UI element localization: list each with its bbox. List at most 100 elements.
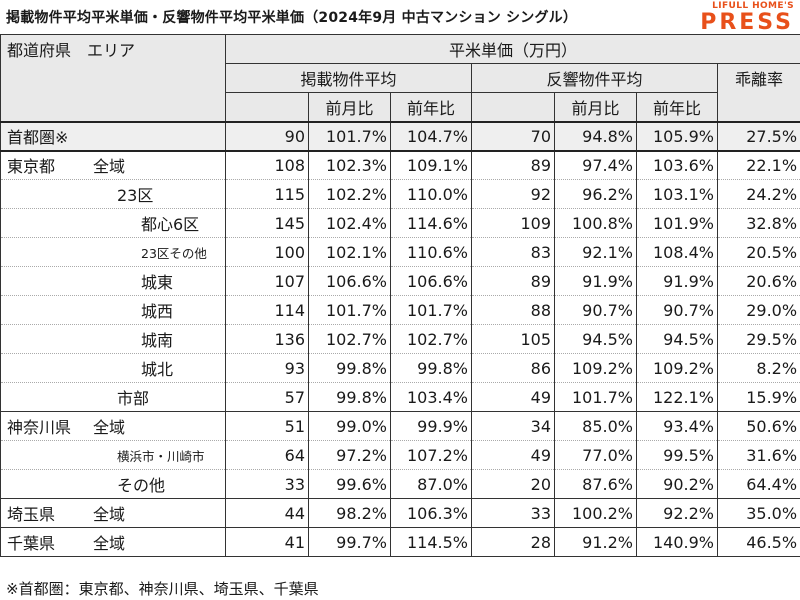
listing-price-cell: 136 — [225, 324, 309, 354]
divergence-rate-cell: 64.4% — [716, 469, 800, 499]
listing-price-cell: 100 — [225, 237, 309, 267]
divergence-rate-cell: 35.0% — [716, 498, 800, 528]
listing-mom-cell: 101.7% — [308, 120, 391, 152]
listing-price-cell: 90 — [225, 120, 309, 152]
listing-price-cell: 145 — [225, 208, 309, 238]
listing-mom-header: 前月比 — [308, 92, 391, 122]
listing-mom-cell: 98.2% — [308, 498, 391, 528]
response-mom-cell: 109.2% — [554, 353, 637, 383]
table-row: 横浜市・川崎市 64 97.2% 107.2% 49 77.0% 99.5% 31.6% — [0, 440, 800, 470]
region-cell: 23区その他 — [0, 237, 226, 267]
listing-yoy-cell: 106.6% — [390, 266, 472, 296]
region-cell: 城南 — [0, 324, 226, 354]
header-row-1: 都道府県 エリア 平米単価（万円） — [0, 34, 800, 122]
response-mom-cell: 94.5% — [554, 324, 637, 354]
listing-yoy-cell: 104.7% — [390, 120, 472, 152]
prefecture-name: 首都圏※ — [7, 128, 69, 147]
listing-price-cell: 114 — [225, 295, 309, 325]
table-row: その他 33 99.6% 87.0% 20 87.6% 90.2% 64.4% — [0, 469, 800, 499]
listing-price-cell: 57 — [225, 382, 309, 412]
listing-yoy-cell: 103.4% — [390, 382, 472, 412]
response-yoy-cell: 90.7% — [636, 295, 718, 325]
listing-mom-cell: 102.3% — [308, 150, 391, 180]
table-row: 城西 114 101.7% 101.7% 88 90.7% 90.7% 29.0% — [0, 295, 800, 325]
listing-yoy-cell: 101.7% — [390, 295, 472, 325]
listing-price-cell: 33 — [225, 469, 309, 499]
area-name: 横浜市・川崎市 — [117, 448, 205, 464]
listing-mom-cell: 106.6% — [308, 266, 391, 296]
area-name: 全域 — [93, 534, 126, 553]
area-name: 城東 — [141, 273, 174, 292]
area-name: 全域 — [93, 157, 126, 177]
region-cell: 神奈川県 全域 — [0, 411, 226, 441]
prefecture-name: 埼玉県 — [7, 505, 56, 524]
response-price-cell: 89 — [471, 266, 555, 296]
response-yoy-cell: 94.5% — [636, 324, 718, 354]
divergence-rate-cell: 22.1% — [716, 150, 800, 180]
listing-price-cell: 51 — [225, 411, 309, 441]
response-yoy-cell: 108.4% — [636, 237, 718, 267]
response-yoy-cell: 101.9% — [636, 208, 718, 238]
region-cell: その他 — [0, 469, 226, 499]
divergence-rate-cell: 24.2% — [716, 179, 800, 209]
listing-mom-cell: 101.7% — [308, 295, 391, 325]
listing-price-cell: 108 — [225, 150, 309, 180]
divergence-rate-cell: 46.5% — [716, 527, 800, 557]
response-mom-cell: 85.0% — [554, 411, 637, 441]
region-cell: 千葉県 全域 — [0, 527, 226, 557]
listing-mom-cell: 102.4% — [308, 208, 391, 238]
response-price-cell: 88 — [471, 295, 555, 325]
listing-yoy-cell: 106.3% — [390, 498, 472, 528]
listing-mom-cell: 102.1% — [308, 237, 391, 267]
divergence-rate-cell: 20.6% — [716, 266, 800, 296]
response-yoy-cell: 91.9% — [636, 266, 718, 296]
brand-logo: LIFULL HOME'S PRESS — [694, 1, 794, 34]
table-row: 首都圏※ 90 101.7% 104.7% 70 94.8% 105.9% 27.5% — [0, 120, 800, 152]
divergence-rate-cell: 29.0% — [716, 295, 800, 325]
response-mom-cell: 96.2% — [554, 179, 637, 209]
response-price-cell: 92 — [471, 179, 555, 209]
listing-price-cell: 64 — [225, 440, 309, 470]
response-blank-header — [471, 92, 555, 122]
listing-mom-cell: 99.8% — [308, 353, 391, 383]
response-price-cell: 49 — [471, 382, 555, 412]
table-row: 神奈川県 全域 51 99.0% 99.9% 34 85.0% 93.4% 50.6% — [0, 411, 800, 441]
listing-yoy-cell: 114.5% — [390, 527, 472, 557]
table-row: 埼玉県 全域 44 98.2% 106.3% 33 100.2% 92.2% 35.0% — [0, 498, 800, 528]
response-mom-cell: 91.9% — [554, 266, 637, 296]
header-row-3: 前月比 前年比 前月比 前年比 — [1, 92, 800, 122]
table-row: 城東 107 106.6% 106.6% 89 91.9% 91.9% 20.6% — [0, 266, 800, 296]
response-price-cell: 109 — [471, 208, 555, 238]
listing-yoy-cell: 87.0% — [390, 469, 472, 499]
area-name: 全域 — [93, 418, 126, 437]
response-mom-cell: 77.0% — [554, 440, 637, 470]
logo-brand-text: LIFULL HOME'S — [712, 1, 794, 11]
listing-price-cell: 44 — [225, 498, 309, 528]
divergence-rate-cell: 20.5% — [716, 237, 800, 267]
divergence-rate-cell: 15.9% — [716, 382, 800, 412]
area-name: 23区その他 — [141, 245, 207, 261]
response-yoy-cell: 92.2% — [636, 498, 718, 528]
area-name: 城南 — [141, 331, 174, 350]
divergence-header: 乖離率 — [716, 63, 800, 122]
listing-price-cell: 107 — [225, 266, 309, 296]
listing-yoy-cell: 109.1% — [390, 150, 472, 180]
listing-mom-cell: 99.0% — [308, 411, 391, 441]
response-price-cell: 89 — [471, 150, 555, 180]
listing-yoy-cell: 107.2% — [390, 440, 472, 470]
listing-yoy-cell: 99.8% — [390, 353, 472, 383]
response-price-cell: 33 — [471, 498, 555, 528]
listing-blank-header — [225, 92, 309, 122]
table-title: 掲載物件平均平米単価・反響物件平均平米単価（2024年9月 中古マンション シン… — [6, 10, 578, 26]
header-row-2: 掲載物件平均 反響物件平均 乖離率 — [1, 63, 800, 122]
response-yoy-cell: 103.1% — [636, 179, 718, 209]
response-price-cell: 49 — [471, 440, 555, 470]
logo-press-text: PRESS — [700, 10, 794, 35]
response-mom-cell: 92.1% — [554, 237, 637, 267]
response-yoy-cell: 90.2% — [636, 469, 718, 499]
response-yoy-cell: 93.4% — [636, 411, 718, 441]
divergence-rate-cell: 29.5% — [716, 324, 800, 354]
listing-mom-cell: 102.7% — [308, 324, 391, 354]
table-row: 千葉県 全域 41 99.7% 114.5% 28 91.2% 140.9% 46.5% — [0, 527, 800, 557]
response-yoy-cell: 122.1% — [636, 382, 718, 412]
